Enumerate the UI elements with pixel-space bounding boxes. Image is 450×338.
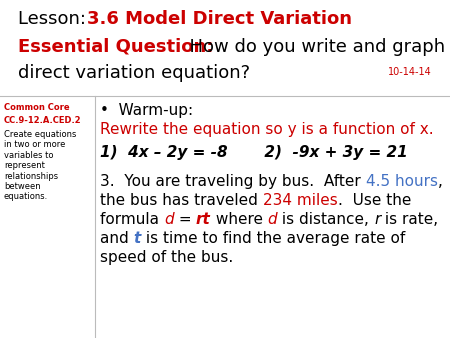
Text: the bus has traveled: the bus has traveled: [100, 193, 263, 208]
Text: where: where: [211, 212, 268, 227]
Text: ,: ,: [437, 174, 442, 189]
Text: Essential Question:: Essential Question:: [18, 38, 213, 56]
Text: is rate,: is rate,: [380, 212, 438, 227]
Text: 3.6 Model Direct Variation: 3.6 Model Direct Variation: [87, 10, 352, 28]
Text: 234 miles: 234 miles: [263, 193, 338, 208]
Text: 10-14-14: 10-14-14: [388, 67, 432, 77]
Text: 4.5 hours: 4.5 hours: [365, 174, 437, 189]
Text: 1)  4x – 2y = -8       2)  -9x + 3y = 21: 1) 4x – 2y = -8 2) -9x + 3y = 21: [100, 145, 408, 160]
Text: speed of the bus.: speed of the bus.: [100, 250, 233, 265]
Text: is distance,: is distance,: [277, 212, 374, 227]
Text: Rewrite the equation so y is a function of x.: Rewrite the equation so y is a function …: [100, 122, 434, 137]
Text: Common Core: Common Core: [4, 103, 70, 112]
Text: =: =: [174, 212, 196, 227]
Text: and: and: [100, 231, 134, 246]
Text: rt: rt: [196, 212, 211, 227]
Text: •  Warm-up:: • Warm-up:: [100, 103, 193, 118]
Text: 3.  You are traveling by bus.  After: 3. You are traveling by bus. After: [100, 174, 365, 189]
Text: direct variation equation?: direct variation equation?: [18, 64, 250, 82]
Text: .  Use the: . Use the: [338, 193, 411, 208]
Text: r: r: [374, 212, 380, 227]
Text: CC.9-12.A.CED.2: CC.9-12.A.CED.2: [4, 116, 81, 125]
Text: t: t: [134, 231, 141, 246]
Text: d: d: [268, 212, 277, 227]
Text: How do you write and graph: How do you write and graph: [178, 38, 445, 56]
Text: Lesson:: Lesson:: [18, 10, 92, 28]
Text: formula: formula: [100, 212, 164, 227]
Text: d: d: [164, 212, 174, 227]
Text: Create equations
in two or more
variables to
represent
relationships
between
equ: Create equations in two or more variable…: [4, 130, 76, 201]
Text: is time to find the average rate of: is time to find the average rate of: [141, 231, 405, 246]
